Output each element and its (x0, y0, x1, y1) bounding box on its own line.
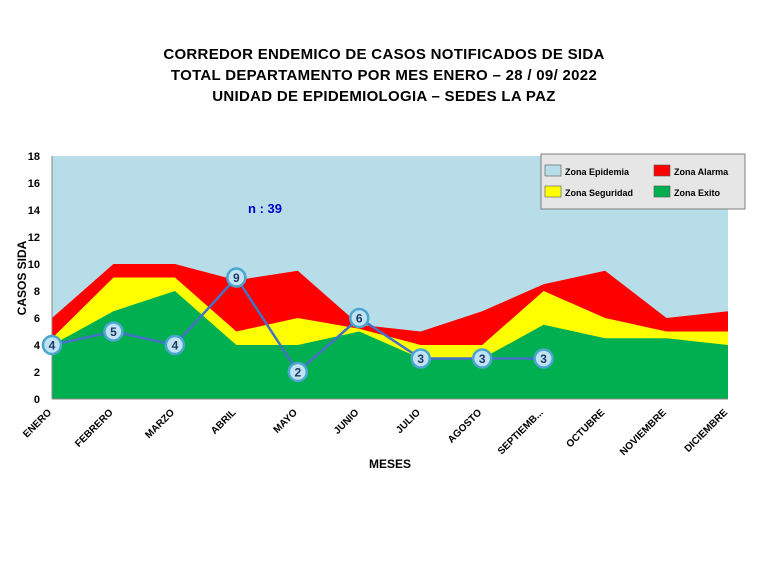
case-point (164, 334, 186, 356)
case-point (103, 321, 124, 342)
total-cases-annotation: n : 39 (248, 201, 282, 216)
legend-swatch-zona-alarma (653, 164, 671, 177)
cases-line: 4 5 4 9 2 6 3 3 3 (41, 267, 554, 383)
case-data-label: 3 (417, 352, 424, 366)
legend-swatch-zona-exito (653, 185, 671, 198)
case-data-label: 3 (540, 352, 547, 366)
y-tick-label: 16 (28, 178, 40, 190)
x-tick-label: ABRIL (209, 407, 238, 436)
legend-label-zona-alarma: Zona Alarma (674, 167, 729, 177)
x-tick-label: JULIO (394, 407, 423, 436)
x-tick-label: DICIEMBRE (683, 407, 731, 455)
case-data-label: 4 (49, 339, 56, 353)
y-tick-label: 18 (28, 151, 40, 163)
case-point (41, 334, 63, 356)
chart-title-line-1: CORREDOR ENDEMICO DE CASOS NOTIFICADOS D… (163, 46, 605, 63)
x-tick-label: JUNIO (332, 407, 362, 437)
legend-label-zona-exito: Zona Exito (674, 188, 721, 198)
y-tick-label: 2 (34, 367, 40, 379)
area-zona-exito (52, 291, 728, 399)
legend-box (540, 153, 746, 210)
y-tick-label: 8 (34, 286, 40, 298)
y-tick-label: 4 (34, 340, 41, 352)
case-data-label: 3 (479, 352, 486, 366)
y-axis-label: CASOS SIDA (15, 240, 29, 315)
chart-title-line-2: TOTAL DEPARTAMENTO POR MES ENERO – 28 / … (170, 67, 598, 84)
case-point (471, 348, 493, 369)
y-tick-label: 10 (28, 259, 40, 271)
case-data-label: 2 (294, 366, 301, 380)
x-tick-label: NOVIEMBRE (618, 407, 669, 458)
legend-label-zona-epidemia: Zona Epidemia (565, 167, 630, 177)
case-point (410, 348, 431, 369)
y-tick-label: 0 (34, 394, 40, 406)
chart-title-line-3: UNIDAD DE EPIDEMIOLOGIA – SEDES LA PAZ (212, 88, 556, 105)
legend-swatch-zona-epidemia (544, 164, 562, 177)
case-data-label: 9 (233, 271, 240, 285)
case-data-label: 4 (172, 339, 179, 353)
x-tick-label: AGOSTO (446, 407, 484, 445)
x-tick-label: SEPTIEMB... (496, 407, 546, 457)
legend-label-zona-seguridad: Zona Seguridad (565, 188, 633, 198)
x-tick-label: MAYO (272, 407, 300, 435)
x-tick-label: FEBRERO (73, 407, 116, 450)
x-tick-label: MARZO (143, 407, 177, 441)
x-tick-label: OCTUBRE (564, 407, 607, 450)
x-axis-label: MESES (369, 457, 411, 471)
case-point (349, 307, 370, 329)
case-data-label: 5 (110, 325, 117, 339)
legend: Zona Epidemia Zona Alarma Zona Seguridad Zo… (540, 153, 746, 210)
case-data-label: 6 (356, 312, 363, 326)
y-tick-label: 6 (34, 313, 40, 325)
legend-swatch-zona-seguridad (544, 185, 562, 198)
x-tick-label: ENERO (21, 407, 54, 440)
case-point (533, 348, 554, 369)
y-tick-label: 14 (28, 205, 41, 217)
case-point (226, 267, 247, 288)
case-point (287, 361, 309, 383)
y-tick-label: 12 (28, 232, 40, 244)
